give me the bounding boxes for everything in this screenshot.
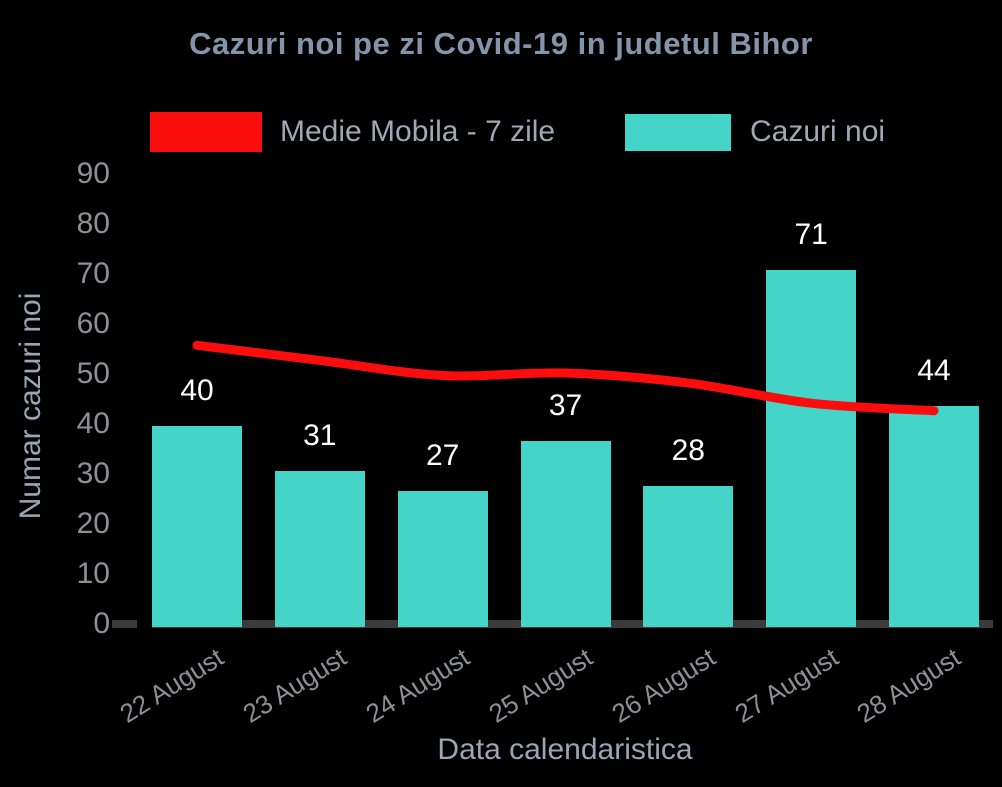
y-axis-tick-label: 40 <box>76 407 110 440</box>
bar <box>397 491 488 627</box>
bar-value-label: 27 <box>426 439 460 473</box>
bar-value-label: 71 <box>794 217 828 251</box>
y-axis-tick-label: 60 <box>76 307 110 340</box>
y-axis-tick-label: 0 <box>93 607 110 640</box>
x-axis-tick-label: 22 August <box>114 642 229 729</box>
y-axis-tick-label: 70 <box>76 257 110 290</box>
legend-label-moving-average: Medie Mobila - 7 zile <box>280 115 556 148</box>
x-axis-tick-label: 28 August <box>851 642 966 729</box>
x-axis-title: Data calendaristica <box>437 733 693 766</box>
y-axis-tick-label: 50 <box>76 357 110 390</box>
y-axis-tick-label: 10 <box>76 557 110 590</box>
x-axis-zero-tick <box>112 620 137 628</box>
x-axis-tick-label: 25 August <box>483 642 598 729</box>
y-axis-tick-label: 20 <box>76 507 110 540</box>
bar <box>889 405 979 627</box>
bar-value-label: 28 <box>671 434 705 468</box>
x-axis-tick-label: 24 August <box>360 642 475 729</box>
bar-value-label: 40 <box>180 373 214 407</box>
bar <box>643 486 734 627</box>
y-axis-tick-label: 30 <box>76 457 110 490</box>
legend-swatch-moving-average <box>150 112 262 152</box>
legend-swatch-new-cases <box>625 114 731 151</box>
bar <box>274 471 365 627</box>
bar <box>152 425 242 627</box>
legend-label-new-cases: Cazuri noi <box>750 115 886 148</box>
x-axis-tick-label: 26 August <box>606 642 721 729</box>
x-axis-tick-label: 23 August <box>237 642 352 729</box>
bar <box>520 440 611 627</box>
bar-value-label: 37 <box>548 388 583 422</box>
bar-value-label: 44 <box>917 353 951 387</box>
x-axis-tick-label: 27 August <box>729 642 844 729</box>
y-axis-tick-label: 90 <box>76 157 110 190</box>
bar-value-label: 31 <box>303 419 337 453</box>
y-axis-tick-label: 80 <box>76 207 110 240</box>
chart-title: Cazuri noi pe zi Covid-19 in judetul Bih… <box>189 26 813 61</box>
bar <box>766 269 857 627</box>
